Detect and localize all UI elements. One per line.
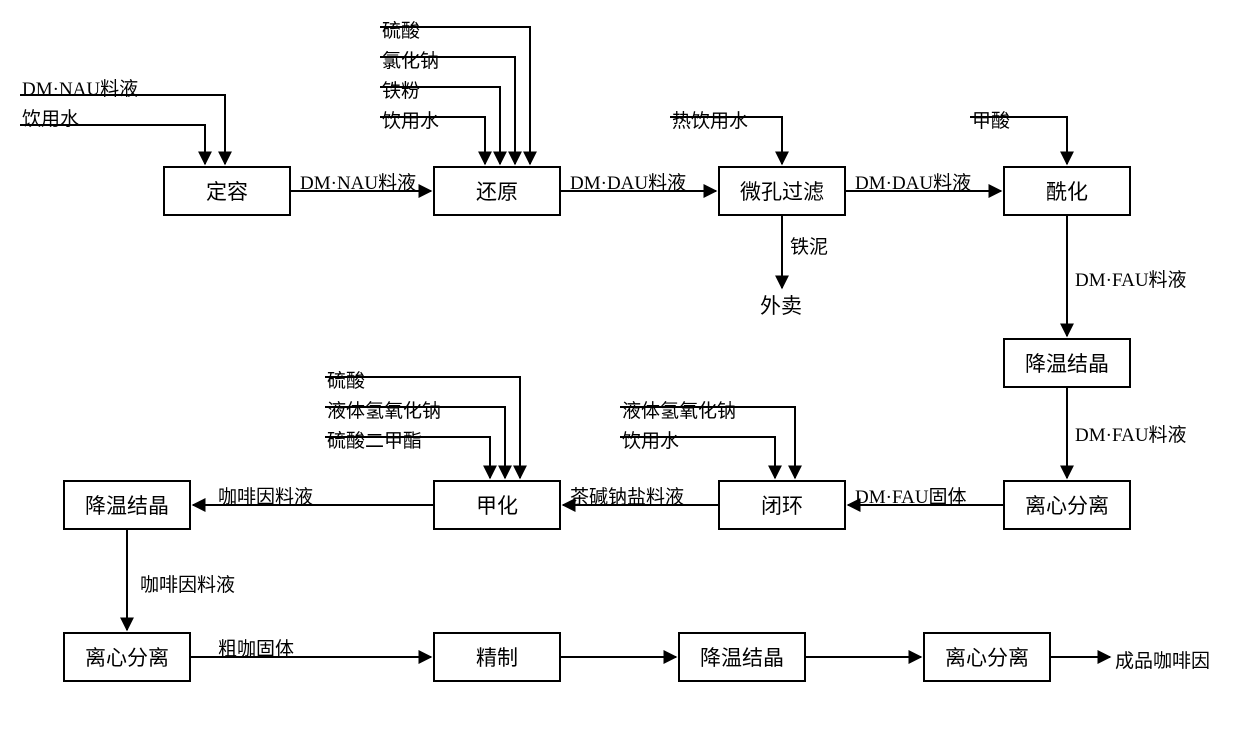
input-n2-0: 硫酸 <box>382 16 420 43</box>
node-bihuan: 闭环 <box>718 480 846 530</box>
edge-n13-out: 成品咖啡因 <box>1115 646 1210 673</box>
edge-n4-n5: DM·FAU料液 <box>1075 265 1187 292</box>
input-n2-2: 铁粉 <box>382 76 420 103</box>
node-xianhua: 酰化 <box>1003 166 1131 216</box>
node-jiangwen3: 降温结晶 <box>678 632 806 682</box>
input-n8-0: 硫酸 <box>327 366 365 393</box>
node-jiangwen2: 降温结晶 <box>63 480 191 530</box>
dest-n3: 外卖 <box>760 290 802 320</box>
edge-n5-n6: DM·FAU料液 <box>1075 420 1187 447</box>
input-n1-0: DM·NAU料液 <box>22 74 138 101</box>
input-n1-1: 饮用水 <box>22 104 79 131</box>
byproduct-n3: 铁泥 <box>790 232 828 259</box>
edge-n10-n11: 粗咖固体 <box>218 634 294 661</box>
edge-n8-n9: 咖啡因料液 <box>218 482 313 509</box>
input-n3-0: 热饮用水 <box>672 106 748 133</box>
node-lixin3: 离心分离 <box>923 632 1051 682</box>
edge-n6-n7: DM·FAU固体 <box>855 482 967 509</box>
edge-n3-n4: DM·DAU料液 <box>855 168 971 195</box>
process-flowchart: 定容 还原 微孔过滤 酰化 降温结晶 离心分离 闭环 甲化 降温结晶 离心分离 … <box>0 0 1240 737</box>
node-lixin2: 离心分离 <box>63 632 191 682</box>
node-weikongguolv: 微孔过滤 <box>718 166 846 216</box>
node-jiangwen1: 降温结晶 <box>1003 338 1131 388</box>
input-n8-2: 硫酸二甲酯 <box>327 426 422 453</box>
node-dingrong: 定容 <box>163 166 291 216</box>
input-n2-1: 氯化钠 <box>382 46 439 73</box>
input-n4-0: 甲酸 <box>972 106 1010 133</box>
edge-n9-n10: 咖啡因料液 <box>140 570 235 597</box>
input-n8-1: 液体氢氧化钠 <box>327 396 441 423</box>
node-huanyuan: 还原 <box>433 166 561 216</box>
input-n2-3: 饮用水 <box>382 106 439 133</box>
edge-n1-n2: DM·NAU料液 <box>300 168 416 195</box>
input-n7-1: 饮用水 <box>622 426 679 453</box>
edge-n2-n3: DM·DAU料液 <box>570 168 686 195</box>
edge-n7-n8: 茶碱钠盐料液 <box>570 482 684 509</box>
node-jiahua: 甲化 <box>433 480 561 530</box>
node-lixin1: 离心分离 <box>1003 480 1131 530</box>
input-n7-0: 液体氢氧化钠 <box>622 396 736 423</box>
node-jingzhi: 精制 <box>433 632 561 682</box>
